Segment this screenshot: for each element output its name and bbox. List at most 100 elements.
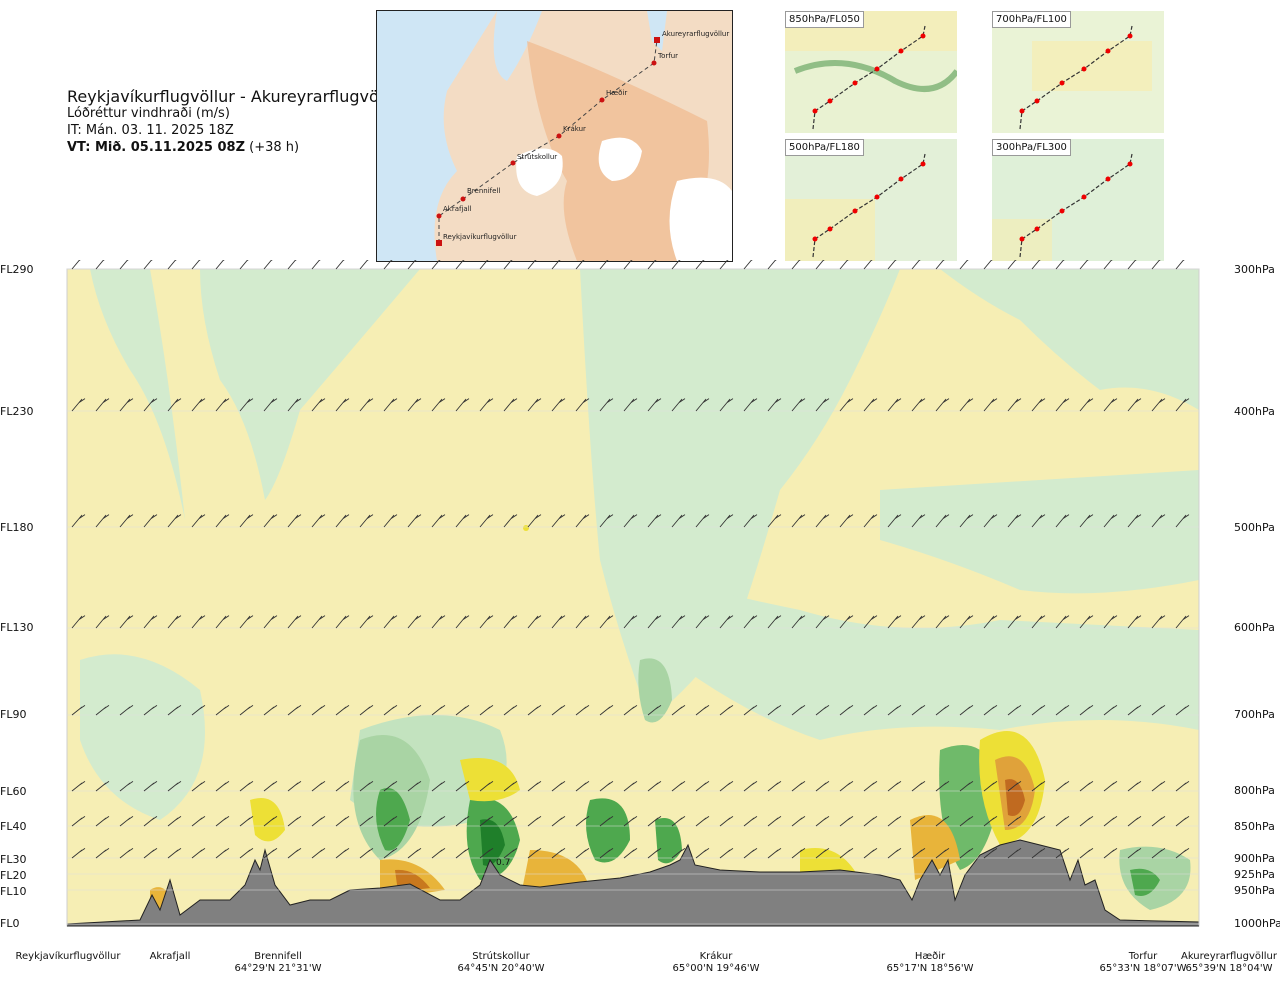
wind-barb: [743, 514, 758, 528]
wind-barb: [383, 398, 398, 412]
wind-barb: [551, 398, 566, 412]
map-point-haedir: [599, 97, 605, 103]
wind-barb: [1055, 514, 1070, 528]
fl-label: FL10: [0, 885, 27, 898]
wind-barb: [1175, 781, 1190, 792]
wind-barb: [311, 781, 326, 792]
wind-barb: [119, 615, 134, 629]
wind-barb: [191, 398, 206, 412]
wind-barb: [215, 781, 230, 792]
minimap-850-label: 850hPa/FL050: [785, 11, 864, 28]
map-label-rvk: Reykjavíkurflugvöllur: [443, 233, 517, 241]
wind-barb: [863, 398, 878, 412]
waypoint-label: Hæðir 65°17'N 18°56'W: [880, 951, 980, 975]
map-point-torfur: [651, 60, 657, 66]
wind-barb: [455, 260, 465, 270]
wind-barb: [263, 615, 278, 629]
wind-barb: [959, 398, 974, 412]
level-gridlines: [67, 268, 1199, 925]
wind-barb: [503, 398, 518, 412]
wind-barb: [167, 398, 182, 412]
route-map: Reykjavíkurflugvöllur Akrafjall Brennife…: [376, 10, 733, 262]
wind-barb: [263, 260, 273, 270]
wind-barb: [623, 816, 638, 827]
wind-barb: [407, 705, 422, 716]
wind-barb: [311, 615, 326, 629]
map-point-aey: [654, 37, 660, 43]
wind-barb: [215, 615, 230, 629]
wind-barb: [695, 816, 710, 827]
wind-barb: [1127, 398, 1142, 412]
wind-barb: [527, 615, 542, 629]
wind-barb: [1007, 260, 1017, 270]
wind-barb: [1007, 848, 1022, 859]
wind-barb: [767, 260, 777, 270]
map-label-brennifell: Brennifell: [467, 187, 500, 195]
wind-barb: [359, 816, 374, 827]
wind-barb: [695, 781, 710, 792]
wind-barb: [599, 514, 614, 528]
wind-barb: [623, 781, 638, 792]
wind-barb: [719, 615, 734, 629]
route-line: [438, 39, 658, 243]
wind-barb: [287, 705, 302, 716]
wind-barb: [143, 816, 158, 827]
wind-barb: [1175, 848, 1190, 859]
wind-barb: [839, 781, 854, 792]
wind-barb: [695, 615, 710, 629]
wind-barb: [479, 514, 494, 528]
wind-barb: [71, 705, 86, 716]
wind-barb: [719, 848, 734, 859]
wind-barb: [479, 398, 494, 412]
wind-barb: [743, 848, 758, 859]
sea-area: [377, 11, 497, 261]
wind-barb: [575, 514, 590, 528]
wind-barb: [383, 705, 398, 716]
wind-barb: [455, 615, 470, 629]
wind-barb: [575, 705, 590, 716]
wind-barb: [719, 260, 729, 270]
wind-barb: [791, 514, 806, 528]
wind-barb: [167, 260, 177, 270]
wind-barb: [719, 398, 734, 412]
wind-barb: [551, 514, 566, 528]
wind-barb: [263, 705, 278, 716]
wind-barb: [623, 705, 638, 716]
minimap-300: 300hPa/FL300: [992, 139, 1164, 261]
minimap-850-svg: [785, 11, 957, 133]
eyjafjordur: [647, 11, 667, 51]
wind-barb: [551, 816, 566, 827]
valid-time-lead: (+38 h): [249, 140, 300, 155]
wind-barb: [1175, 816, 1190, 827]
wind-barb: [215, 705, 230, 716]
wind-barb: [839, 816, 854, 827]
wind-barb: [767, 781, 782, 792]
wind-barb: [407, 816, 422, 827]
wind-barb: [311, 398, 326, 412]
wind-barb: [191, 615, 206, 629]
wind-barb: [167, 514, 182, 528]
wind-barb: [71, 781, 86, 792]
wind-barb: [959, 514, 974, 528]
wind-barb: [791, 398, 806, 412]
wind-barb: [911, 705, 926, 716]
route-title: Reykjavíkurflugvöllur - Akureyrarflugvöl…: [67, 87, 405, 106]
wind-barb: [791, 781, 806, 792]
waypoint-label: Krákur 65°00'N 19°46'W: [670, 951, 762, 975]
wind-barb: [599, 705, 614, 716]
wind-barb: [335, 514, 350, 528]
wind-barb: [1151, 781, 1166, 792]
wind-barb: [503, 514, 518, 528]
wind-barb: [95, 514, 110, 528]
wind-barb: [1055, 781, 1070, 792]
wind-barb: [455, 398, 470, 412]
waypoint-name: Akureyrarflugvöllur: [1180, 951, 1277, 962]
wind-barb: [263, 781, 278, 792]
hpa-label: 900hPa: [1234, 852, 1275, 865]
wind-barb: [431, 705, 446, 716]
wind-barb: [239, 781, 254, 792]
wind-barb: [1079, 615, 1094, 629]
wind-barb: [215, 816, 230, 827]
wind-barb: [431, 781, 446, 792]
wind-barb: [911, 260, 921, 270]
